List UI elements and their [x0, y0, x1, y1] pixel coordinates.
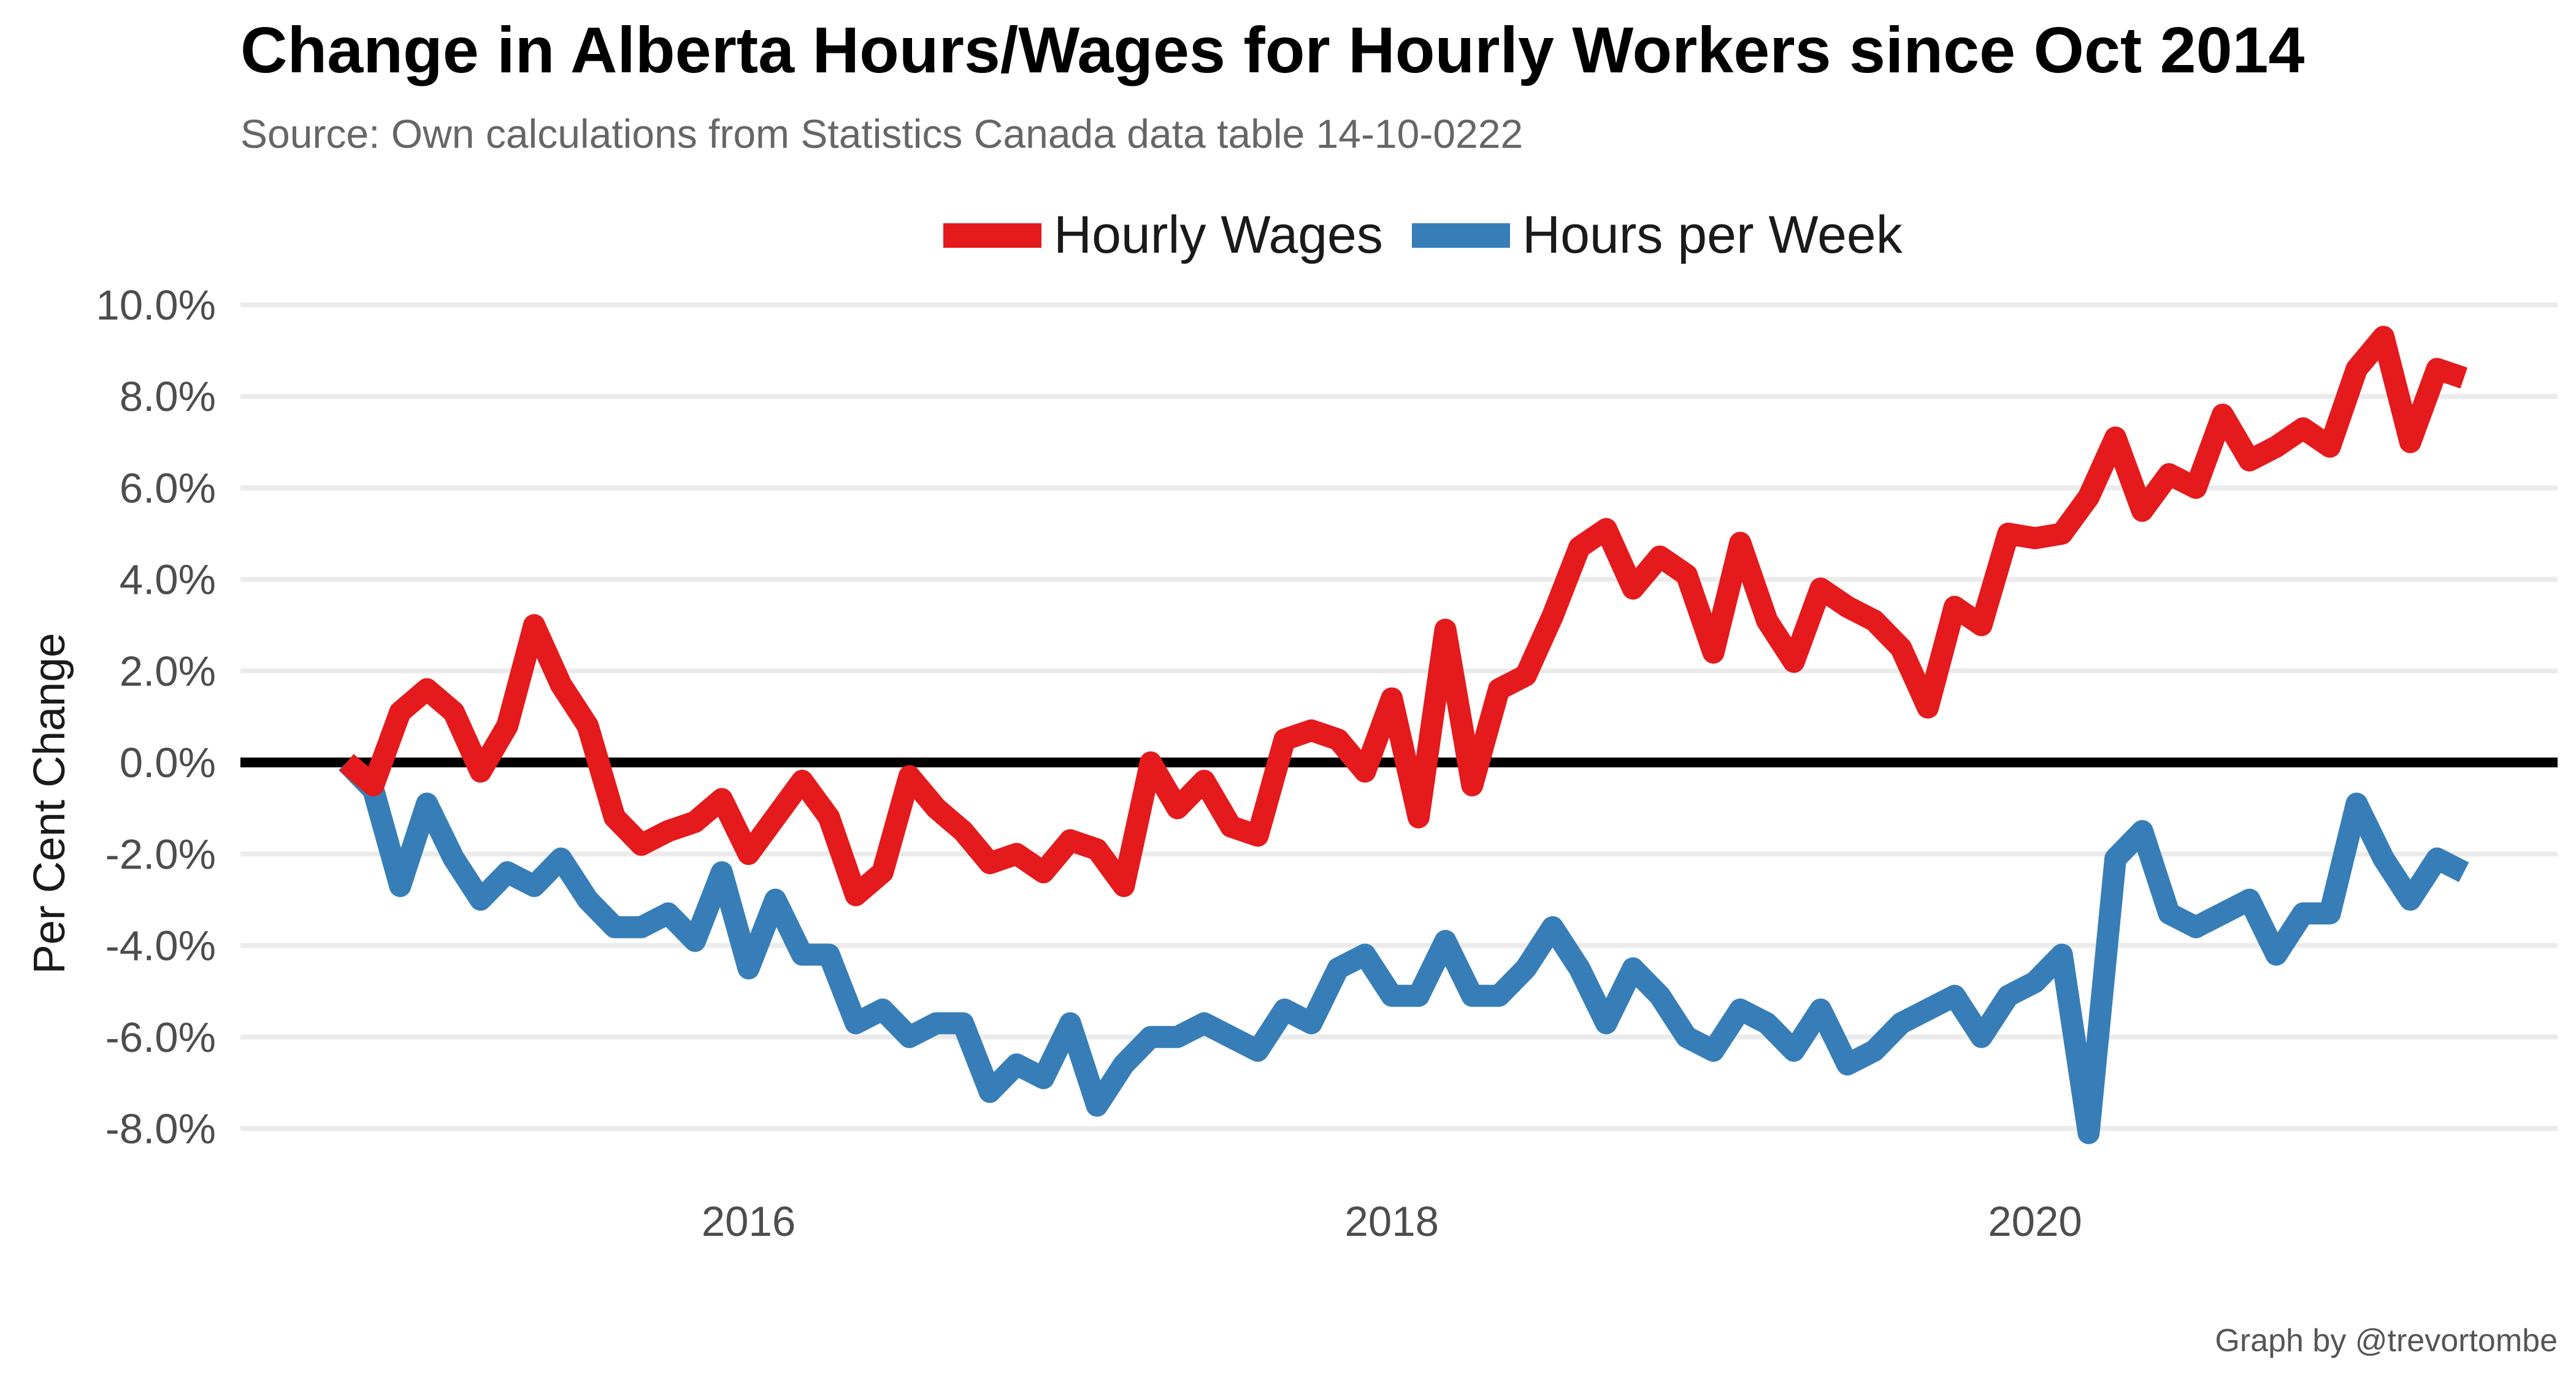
legend-key-hours-per-week [1412, 223, 1510, 248]
y-tick-label: -2.0% [105, 830, 216, 878]
y-tick-label: 0.0% [120, 739, 216, 786]
x-tick-label: 2018 [1344, 1198, 1439, 1245]
y-tick-label: 4.0% [120, 556, 216, 604]
x-tick-label: 2020 [1988, 1198, 2082, 1245]
y-tick-label: 8.0% [120, 373, 216, 420]
y-tick-label: 6.0% [120, 464, 216, 512]
legend-label-hours-per-week: Hours per Week [1522, 205, 1903, 264]
series-lines [339, 326, 2469, 1144]
chart-title: Change in Alberta Hours/Wages for Hourly… [240, 14, 2304, 86]
legend: Hourly Wages Hours per Week [943, 205, 1903, 264]
y-tick-label: -4.0% [105, 922, 216, 970]
series-line-hourly-wages [339, 326, 2468, 907]
y-tick-label: 10.0% [96, 282, 216, 329]
y-tick-label: 2.0% [120, 648, 216, 695]
y-tick-label: -6.0% [105, 1014, 216, 1061]
x-axis-ticks: 2016 2018 2020 [702, 1198, 2082, 1245]
legend-label-hourly-wages: Hourly Wages [1054, 205, 1383, 264]
chart-subtitle: Source: Own calculations from Statistics… [240, 111, 1523, 156]
y-tick-label: -8.0% [105, 1105, 216, 1152]
y-axis-ticks: -8.0% -6.0% -4.0% -2.0% 0.0% 2.0% 4.0% 6.0% 8.0%… [96, 282, 216, 1152]
legend-key-hourly-wages [943, 223, 1041, 248]
x-tick-label: 2016 [702, 1198, 796, 1245]
chart-caption: Graph by @trevortombe [2215, 1323, 2558, 1359]
y-axis-title: Per Cent Change [25, 633, 74, 974]
series-line-hours-per-week [339, 754, 2469, 1144]
